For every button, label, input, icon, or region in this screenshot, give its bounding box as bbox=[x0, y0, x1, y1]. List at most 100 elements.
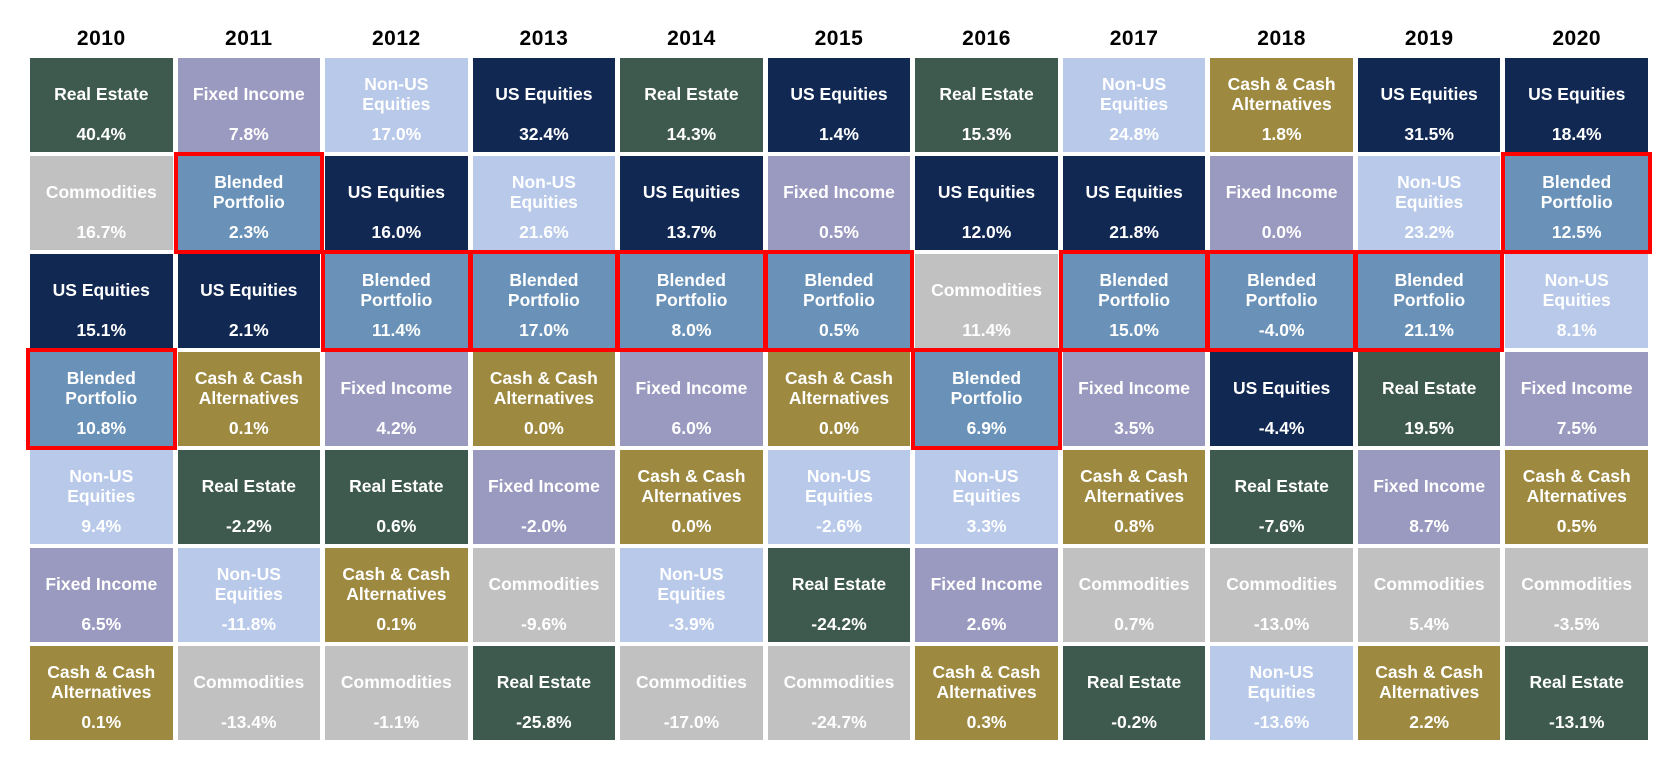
asset-return-value: 15.0% bbox=[1109, 319, 1159, 340]
asset-cell: Fixed Income 7.8% bbox=[177, 58, 321, 152]
asset-name-text: Real Estate bbox=[54, 83, 149, 104]
asset-name-text: Blended Portfolio bbox=[1393, 269, 1466, 311]
asset-cell: Real Estate -24.2% bbox=[767, 548, 911, 642]
asset-return-value: -13.1% bbox=[1549, 711, 1605, 732]
asset-name-label: Blended Portfolio bbox=[1368, 259, 1490, 322]
asset-name-label: Non-US Equities bbox=[1368, 161, 1490, 224]
year-label: 2020 bbox=[1552, 27, 1602, 50]
asset-name-text: Commodities bbox=[931, 279, 1042, 300]
asset-name-label: Fixed Income bbox=[1521, 357, 1633, 420]
year-column-2020: 2020 US Equities 18.4% Blended Portfolio 12.… bbox=[1501, 24, 1652, 740]
asset-name-label: Cash & Cash Alternatives bbox=[1368, 651, 1490, 714]
year-column-2017: 2017 Non-US Equities 24.8% US Equities 21.8%… bbox=[1058, 24, 1210, 740]
asset-return-value: 1.4% bbox=[819, 123, 859, 144]
asset-cell: Fixed Income 6.5% bbox=[30, 548, 173, 642]
asset-return-value: 21.1% bbox=[1404, 319, 1454, 340]
asset-return-value: -24.7% bbox=[811, 711, 867, 732]
asset-return-value: -7.6% bbox=[1258, 515, 1305, 536]
asset-return-value: 4.2% bbox=[376, 417, 417, 438]
asset-cell: US Equities 15.1% bbox=[30, 254, 173, 348]
asset-name-text: Fixed Income bbox=[1373, 475, 1486, 496]
asset-name-label: Fixed Income bbox=[1226, 161, 1338, 224]
asset-name-text: Cash & Cash Alternatives bbox=[1375, 661, 1484, 703]
asset-name-label: Non-US Equities bbox=[188, 553, 310, 616]
asset-return-value: -25.8% bbox=[516, 711, 572, 732]
asset-cell: Fixed Income 2.6% bbox=[915, 548, 1058, 642]
asset-return-value: -2.2% bbox=[225, 515, 272, 536]
asset-name-text: US Equities bbox=[52, 279, 150, 300]
asset-name-text: US Equities bbox=[1085, 181, 1183, 202]
asset-return-value: 17.0% bbox=[371, 123, 422, 144]
asset-cell: US Equities 32.4% bbox=[472, 58, 616, 152]
asset-return-value: 0.5% bbox=[1556, 515, 1597, 536]
asset-name-text: Commodities bbox=[488, 573, 600, 594]
asset-cell: Cash & Cash Alternatives 0.0% bbox=[472, 352, 616, 446]
asset-cell: Commodities -1.1% bbox=[325, 646, 468, 740]
year-label: 2011 bbox=[225, 27, 273, 50]
asset-name-label: Real Estate bbox=[1234, 455, 1328, 518]
asset-name-text: Fixed Income bbox=[783, 181, 895, 202]
asset-cell: Fixed Income 6.0% bbox=[620, 352, 763, 446]
asset-cell: Real Estate -13.1% bbox=[1505, 646, 1648, 740]
asset-cell: Non-US Equities -2.6% bbox=[767, 450, 911, 544]
asset-name-text: Non-US Equities bbox=[1395, 171, 1464, 213]
asset-cell: Non-US Equities -3.9% bbox=[620, 548, 763, 642]
asset-name-label: US Equities bbox=[938, 161, 1035, 224]
asset-name-label: US Equities bbox=[1085, 161, 1182, 224]
year-label: 2013 bbox=[519, 27, 569, 50]
asset-cell: Commodities -9.6% bbox=[472, 548, 616, 642]
asset-name-label: US Equities bbox=[1233, 357, 1330, 420]
asset-cell: Blended Portfolio 6.9% bbox=[911, 348, 1062, 450]
asset-name-text: Fixed Income bbox=[45, 573, 158, 594]
asset-return-value: 9.4% bbox=[81, 515, 122, 536]
asset-name-text: Cash & Cash Alternatives bbox=[1522, 465, 1631, 507]
asset-cell: Non-US Equities 23.2% bbox=[1357, 156, 1501, 250]
asset-name-label: Non-US Equities bbox=[926, 455, 1048, 518]
asset-return-value: -11.8% bbox=[221, 613, 277, 634]
asset-name-text: US Equities bbox=[1528, 83, 1626, 104]
asset-return-value: 0.5% bbox=[819, 221, 859, 242]
asset-return-value: 7.8% bbox=[228, 123, 269, 144]
asset-cell: Real Estate -2.2% bbox=[177, 450, 321, 544]
asset-name-text: Cash & Cash Alternatives bbox=[489, 367, 598, 409]
asset-cell: Blended Portfolio 2.3% bbox=[173, 152, 325, 254]
asset-name-label: Cash & Cash Alternatives bbox=[1221, 63, 1343, 126]
asset-return-value: -13.0% bbox=[1253, 613, 1310, 634]
asset-cell: Real Estate 0.6% bbox=[325, 450, 468, 544]
asset-name-label: Commodities bbox=[784, 651, 895, 714]
asset-name-text: Commodities bbox=[1226, 573, 1338, 594]
asset-name-text: Real Estate bbox=[644, 83, 739, 104]
asset-name-label: Real Estate bbox=[644, 63, 738, 126]
asset-name-text: Blended Portfolio bbox=[1098, 269, 1171, 311]
asset-cell: US Equities 12.0% bbox=[915, 156, 1058, 250]
asset-return-value: 40.4% bbox=[76, 123, 127, 144]
asset-name-text: Fixed Income bbox=[340, 377, 453, 398]
asset-return-value: -4.0% bbox=[1258, 319, 1305, 340]
asset-name-text: Cash & Cash Alternatives bbox=[932, 661, 1041, 703]
asset-return-value: -24.2% bbox=[811, 613, 867, 634]
asset-name-label: Fixed Income bbox=[636, 357, 748, 420]
asset-name-text: Commodities bbox=[1373, 573, 1485, 594]
asset-name-label: Real Estate bbox=[1087, 651, 1181, 714]
asset-name-text: Real Estate bbox=[1234, 475, 1329, 496]
asset-cell: Non-US Equities -13.6% bbox=[1210, 646, 1353, 740]
asset-name-label: Cash & Cash Alternatives bbox=[188, 357, 310, 420]
asset-name-label: Cash & Cash Alternatives bbox=[926, 651, 1048, 714]
year-label: 2019 bbox=[1404, 27, 1454, 50]
asset-return-value: 15.3% bbox=[961, 123, 1012, 144]
asset-return-value: 16.7% bbox=[76, 221, 127, 242]
asset-name-text: Fixed Income bbox=[1225, 181, 1338, 202]
asset-name-text: US Equities bbox=[347, 181, 445, 202]
asset-return-value: 0.1% bbox=[228, 417, 269, 438]
asset-cell: Commodities 11.4% bbox=[915, 254, 1058, 348]
asset-return-value: 2.2% bbox=[1409, 711, 1450, 732]
asset-name-label: US Equities bbox=[348, 161, 445, 224]
asset-cell: Commodities -13.4% bbox=[177, 646, 321, 740]
asset-name-text: US Equities bbox=[1380, 83, 1478, 104]
asset-return-value: 0.8% bbox=[1114, 515, 1155, 536]
asset-cell: Cash & Cash Alternatives 0.1% bbox=[30, 646, 173, 740]
asset-name-label: Real Estate bbox=[1530, 651, 1624, 714]
year-label: 2016 bbox=[962, 27, 1011, 50]
asset-name-text: Fixed Income bbox=[1078, 377, 1190, 398]
asset-name-label: Cash & Cash Alternatives bbox=[1516, 455, 1638, 518]
